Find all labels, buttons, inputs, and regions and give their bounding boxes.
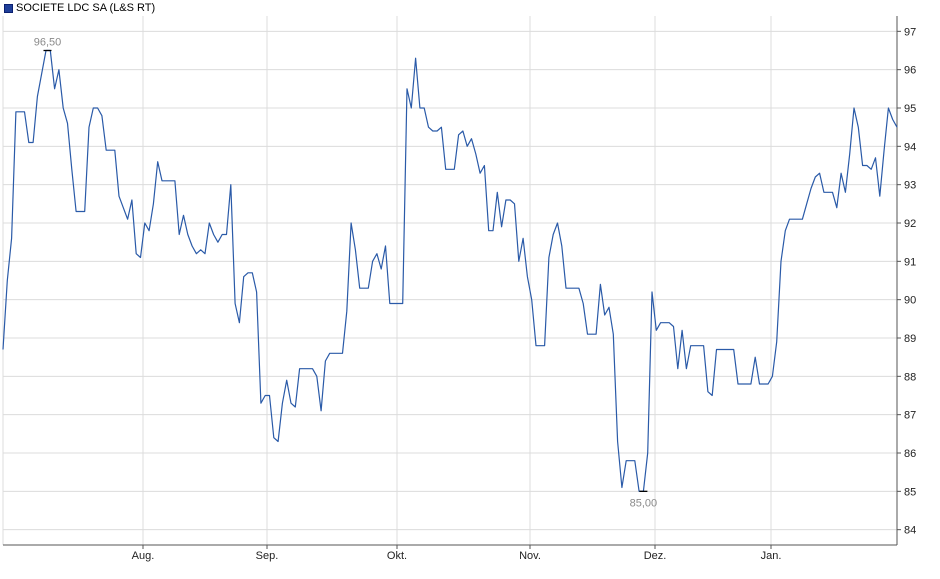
legend-label: SOCIETE LDC SA (L&S RT) <box>16 2 156 14</box>
y-tick-label: 94 <box>904 141 916 153</box>
x-tick-label: Aug. <box>132 550 155 562</box>
x-tick-label: Sep. <box>256 550 279 562</box>
y-tick-label: 95 <box>904 103 916 115</box>
y-tick-label: 93 <box>904 180 916 192</box>
low-label: 85,00 <box>630 497 658 509</box>
y-tick-label: 97 <box>904 26 916 38</box>
series <box>2 49 898 492</box>
y-tick-label: 86 <box>904 448 916 460</box>
y-tick-label: 96 <box>904 65 916 77</box>
x-tick-label: Dez. <box>644 550 667 562</box>
y-tick-label: 84 <box>904 525 916 537</box>
legend-swatch <box>4 3 13 13</box>
y-tick-label: 91 <box>904 256 916 268</box>
y-tick-label: 87 <box>904 410 916 422</box>
annotations: 96,50 85,00 <box>34 37 657 510</box>
y-tick-label: 92 <box>904 218 916 230</box>
grid <box>3 16 897 545</box>
y-tick-label: 89 <box>904 333 916 345</box>
y-tick-label: 85 <box>904 486 916 498</box>
price-series-line <box>2 49 898 492</box>
x-tick-label: Nov. <box>519 550 541 562</box>
high-label: 96,50 <box>34 37 62 49</box>
x-tick-label: Okt. <box>387 550 407 562</box>
x-tick-label: Jan. <box>761 550 782 562</box>
y-tick-label: 90 <box>904 295 916 307</box>
y-tick-label: 88 <box>904 371 916 383</box>
axes: 97 96 95 94 93 92 91 90 89 88 87 86 85 84 Aug. Sep. Okt.… <box>2 16 916 562</box>
chart-legend: SOCIETE LDC SA (L&S RT) <box>4 1 155 15</box>
